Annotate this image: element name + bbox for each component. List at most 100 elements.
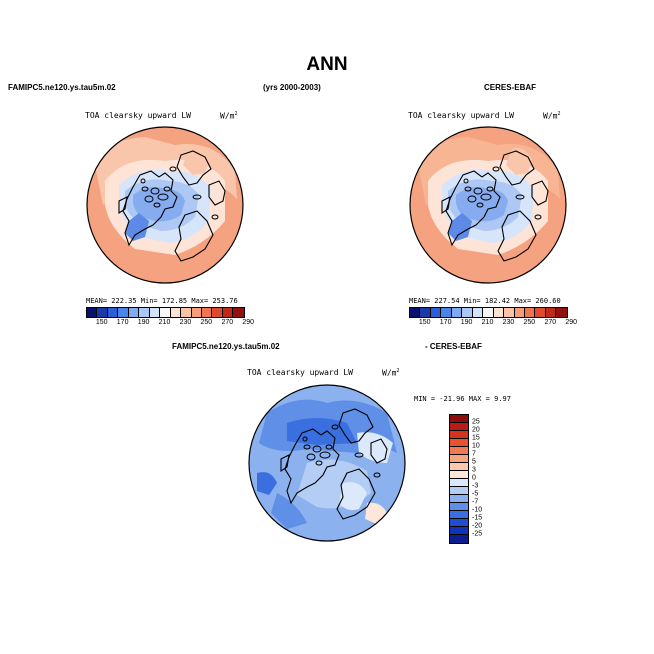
- colorbar-tick-label: 250: [200, 319, 213, 326]
- coastline-island: [354, 452, 364, 458]
- colorbar-swatch: [462, 308, 473, 317]
- obs-stats: MEAN= 227.54 Min= 182.42 Max= 260.60: [409, 297, 561, 305]
- coastline-island: [319, 451, 331, 459]
- obs-colorbar-labels: 150 170 190 210 230 250 270 290: [409, 319, 577, 329]
- colorbar-swatch: [149, 308, 161, 317]
- colorbar-swatch: [450, 511, 468, 519]
- coastline: [208, 180, 226, 206]
- map-boundary: [248, 384, 406, 542]
- coastline: [118, 196, 128, 215]
- field-contour: [257, 472, 277, 495]
- colorbar-swatch: [201, 308, 213, 317]
- model-colorbar: [86, 307, 245, 318]
- colorbar-tick-label: 150: [95, 319, 108, 326]
- colorbar-tick-label: 25: [472, 418, 480, 426]
- colorbar-tick-label: 230: [179, 319, 192, 326]
- coastline: [497, 210, 537, 262]
- colorbar-swatch: [450, 479, 468, 487]
- field-contour: [448, 213, 472, 241]
- model-polar-map: [86, 126, 244, 284]
- colorbar-swatch: [504, 308, 515, 317]
- coastline: [531, 180, 549, 206]
- coastline-island: [325, 444, 333, 450]
- diff-stats: MIN = -21.96 MAX = 9.97: [414, 395, 511, 403]
- coastline-island: [144, 195, 154, 203]
- coastline-island: [486, 186, 494, 192]
- colorbar-swatch: [451, 308, 463, 317]
- coastline-island: [211, 214, 219, 220]
- coastline-island: [169, 166, 177, 172]
- year-range: (yrs 2000-2003): [263, 83, 321, 92]
- obs-units-label: W/m2: [543, 111, 561, 121]
- coastline: [174, 210, 214, 262]
- coastline: [280, 454, 290, 473]
- colorbar-tick-label: 10: [472, 442, 480, 450]
- colorbar-swatch: [441, 308, 452, 317]
- coastline-island: [315, 460, 323, 466]
- coastline: [370, 438, 388, 464]
- colorbar-tick-label: 270: [544, 319, 557, 326]
- colorbar-swatch: [450, 535, 468, 543]
- colorbar-tick-label: 7: [472, 450, 476, 458]
- colorbar-swatch: [128, 308, 140, 317]
- colorbar-swatch: [410, 308, 421, 317]
- coastline-island: [331, 424, 339, 430]
- colorbar-tick-label: -7: [472, 498, 479, 506]
- model-colorbar-labels: 150 170 190 210 230 250 270 290: [86, 319, 254, 329]
- colorbar-swatch: [87, 308, 98, 317]
- colorbar-swatch: [450, 455, 468, 463]
- colorbar-swatch: [139, 308, 150, 317]
- colorbar-tick-label: 15: [472, 434, 480, 442]
- colorbar-swatch: [107, 308, 119, 317]
- coastline-island: [480, 193, 492, 201]
- colorbar-swatch: [191, 308, 202, 317]
- coastline-island: [163, 186, 171, 192]
- coastline-island: [302, 436, 308, 442]
- coastline-island: [150, 187, 160, 195]
- model-case-name: FAMIPC5.ne120.ys.tau5m.02: [8, 83, 116, 92]
- colorbar-swatch: [472, 308, 484, 317]
- field-contour: [357, 432, 393, 463]
- obs-colorbar: [409, 307, 568, 318]
- colorbar-tick-label: 190: [460, 319, 473, 326]
- figure-title: ANN: [306, 54, 348, 75]
- colorbar-swatch: [118, 308, 129, 317]
- obs-dataset-name: CERES-EBAF: [484, 83, 537, 92]
- model-units-label: W/m2: [220, 111, 238, 121]
- field-contour: [125, 213, 149, 241]
- coastline-island: [473, 187, 483, 195]
- colorbar-swatch: [524, 308, 536, 317]
- coastline: [176, 150, 212, 186]
- coastline-island: [141, 186, 149, 192]
- colorbar-tick-label: 270: [221, 319, 234, 326]
- colorbar-swatch: [222, 308, 234, 317]
- diff-variable-label: TOA clearsky upward LW: [247, 368, 353, 377]
- coastline: [445, 170, 501, 247]
- model-stats: MEAN= 222.35 Min= 172.85 Max= 253.76: [86, 297, 238, 305]
- colorbar-tick-label: -20: [472, 522, 483, 530]
- coastline-island: [463, 178, 469, 184]
- coastline-island: [312, 445, 322, 453]
- colorbar-swatch: [170, 308, 182, 317]
- colorbar-tick-label: -3: [472, 482, 479, 490]
- field-contour: [133, 187, 185, 222]
- colorbar-tick-label: 290: [565, 319, 578, 326]
- map-boundary: [86, 126, 244, 284]
- field-contour: [339, 482, 367, 511]
- colorbar-swatch: [450, 431, 468, 439]
- colorbar-swatch: [450, 487, 468, 495]
- diff-polar-map: [248, 384, 406, 542]
- coastline-island: [467, 195, 477, 203]
- colorbar-tick-label: -15: [472, 514, 483, 522]
- colorbar-tick-label: -5: [472, 490, 479, 498]
- field-contour: [271, 493, 307, 529]
- field-contour: [456, 187, 508, 222]
- coastline: [336, 468, 376, 520]
- coastline-island: [373, 472, 381, 478]
- obs-polar-map: [409, 126, 567, 284]
- colorbar-swatch: [181, 308, 192, 317]
- colorbar-tick-label: 150: [418, 319, 431, 326]
- colorbar-tick-label: 20: [472, 426, 480, 434]
- colorbar-swatch: [430, 308, 442, 317]
